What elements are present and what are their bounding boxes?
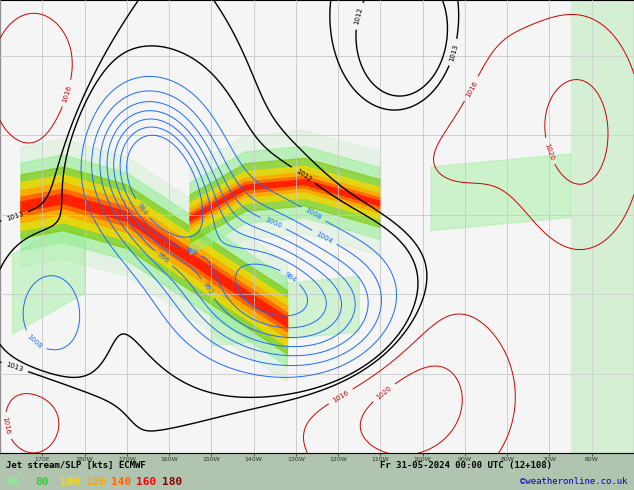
Text: 120: 120 [86,477,106,487]
Polygon shape [21,155,287,366]
Polygon shape [13,214,84,334]
Text: Jet stream/SLP [kts] ECMWF: Jet stream/SLP [kts] ECMWF [6,462,146,470]
Text: 1020: 1020 [375,385,392,400]
Text: 1013: 1013 [5,361,24,373]
Polygon shape [190,166,380,235]
Text: 1008: 1008 [26,333,43,350]
Text: 1020: 1020 [543,142,555,161]
Polygon shape [190,176,380,224]
Polygon shape [190,180,380,221]
Polygon shape [21,183,287,339]
Text: 180: 180 [162,477,182,487]
Text: Fr 31-05-2024 00:00 UTC (12+108): Fr 31-05-2024 00:00 UTC (12+108) [380,462,552,470]
Text: 1016: 1016 [332,389,350,404]
Polygon shape [21,175,287,346]
Text: 1016: 1016 [2,416,11,435]
Text: 1016: 1016 [465,79,478,98]
Text: 1004: 1004 [315,230,333,244]
Text: 1013: 1013 [5,211,24,222]
Polygon shape [21,167,287,354]
Text: 160: 160 [136,477,157,487]
Polygon shape [21,194,287,327]
Polygon shape [190,130,380,270]
Text: ©weatheronline.co.uk: ©weatheronline.co.uk [520,477,628,487]
Polygon shape [21,139,287,382]
Text: 996: 996 [156,252,171,265]
Text: 140: 140 [111,477,131,487]
Text: 80: 80 [35,477,48,487]
Text: 984: 984 [283,270,298,283]
Polygon shape [190,158,380,243]
Text: 1012: 1012 [294,168,313,183]
Polygon shape [190,147,380,254]
Text: 1000: 1000 [264,217,283,230]
Text: 60: 60 [6,477,20,487]
Text: 1012: 1012 [353,6,363,25]
Text: 1008: 1008 [304,207,323,221]
Text: 1013: 1013 [448,43,459,62]
Text: 988: 988 [183,246,198,257]
Polygon shape [190,172,380,228]
Text: 100: 100 [60,477,81,487]
Text: 1016: 1016 [61,84,73,103]
Bar [571,0,634,453]
Polygon shape [211,276,359,346]
Text: 984: 984 [136,202,148,216]
Polygon shape [21,189,287,332]
Polygon shape [431,154,571,231]
Text: 992: 992 [202,282,214,296]
